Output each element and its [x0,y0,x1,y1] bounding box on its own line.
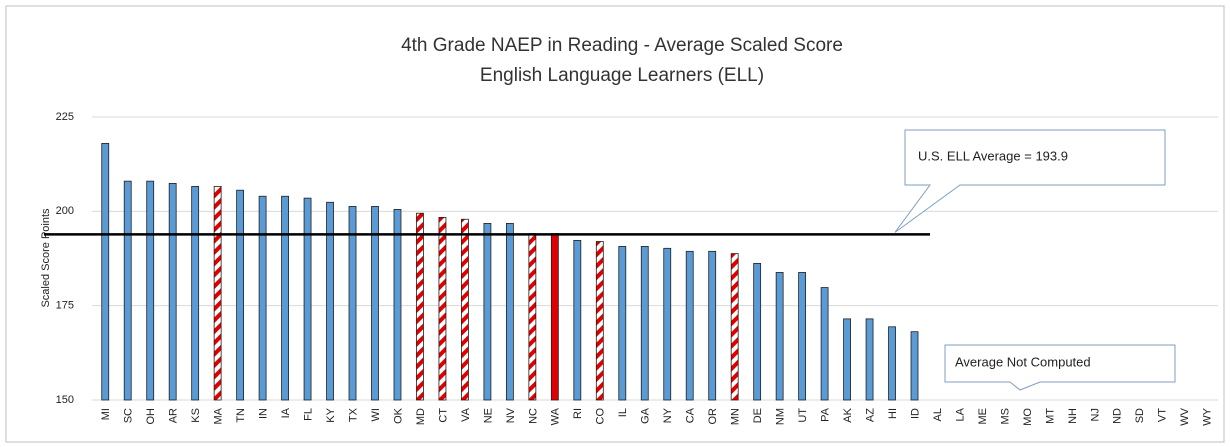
x-tick-label: AR [168,408,180,423]
annotation-box [944,344,1176,391]
bar [416,212,424,401]
x-tick-label: IL [617,408,629,417]
x-tick-label: MA [213,407,225,424]
bar [798,272,807,401]
callout-box [894,129,1166,233]
x-tick-label: NH [1067,408,1079,424]
bar [438,216,447,401]
bar [146,180,155,401]
x-tick-label: CT [437,408,449,423]
x-tick-label: CA [685,407,697,423]
x-tick-label: SC [123,408,135,423]
x-tick-label: CO [595,408,607,425]
x-tick-label: MO [1022,408,1034,426]
x-tick-label: DE [752,408,764,423]
x-tick-label: AZ [864,408,876,422]
x-tick-label: VA [460,407,472,422]
bar [865,318,874,401]
y-tick-label: 200 [56,205,74,217]
bar [820,287,829,401]
x-tick-label: MI [100,408,112,420]
bar [505,223,514,401]
x-tick-label: WI [370,408,382,421]
x-tick-label: OK [392,407,404,424]
reference-label: U.S. ELL Average = 193.9 [918,148,1068,163]
bar [730,253,739,401]
bar [550,233,559,401]
bar [303,197,312,401]
bar [348,206,357,401]
x-tick-label: MT [1044,408,1056,424]
x-tick-label: KS [190,408,202,423]
x-tick-label: TX [347,407,359,422]
x-tick-label: NC [527,408,539,424]
bar [168,183,177,401]
x-tick-label: NV [505,407,517,423]
annotation-text: Average Not Computed [955,354,1091,369]
x-tick-label: ND [1112,408,1124,424]
x-tick-label: WA [550,407,562,425]
y-tick-label: 150 [56,394,74,406]
bar [640,246,649,401]
bar [753,263,762,401]
x-tick-label: HI [887,408,899,419]
x-tick-label: VT [1157,408,1169,422]
bar [258,195,267,401]
x-tick-label: AL [932,408,944,421]
x-tick-label: MD [415,408,427,425]
x-tick-label: KY [325,407,337,422]
x-tick-label: NE [482,408,494,423]
x-tick-label: TN [235,408,247,423]
bar [708,250,717,401]
bar [528,233,537,401]
x-tick-label: OR [707,408,719,425]
bar [191,186,200,401]
x-tick-label: NY [662,407,674,423]
x-tick-label: ME [977,408,989,425]
bar [371,206,379,401]
bar [326,201,334,401]
x-tick-label: NJ [1089,408,1101,421]
bar [483,223,492,401]
bar [101,143,110,401]
x-tick-label: IA [280,407,292,418]
bar [888,326,896,401]
bar [123,180,132,401]
chart-subtitle: English Language Learners (ELL) [480,65,764,86]
bar [595,241,604,401]
x-tick-label: WY [1202,407,1214,425]
x-tick-label: UT [797,408,809,423]
x-tick-label: MN [730,408,742,425]
bar [618,246,627,401]
bar [685,250,694,401]
x-tick-label: GA [640,407,652,424]
x-tick-label: AK [842,407,854,422]
y-axis-label: Scaled Score Points [40,208,52,308]
y-tick-label: 175 [56,300,74,312]
bar [461,218,469,401]
x-tick-label: PA [820,407,832,422]
bar [573,239,582,401]
bar [775,272,784,401]
bar [281,195,289,401]
chart-title: 4th Grade NAEP in Reading - Average Scal… [401,35,843,56]
x-tick-label: NM [775,408,787,425]
bar [910,331,919,401]
bar [393,209,402,401]
x-tick-label: FL [302,408,314,421]
x-tick-label: RI [572,408,584,419]
bar [213,186,222,401]
y-tick-label: 225 [56,111,74,123]
x-tick-label: OH [145,408,157,425]
x-tick-label: IN [258,408,270,419]
x-tick-label: ID [909,408,921,419]
x-tick-label: WV [1179,407,1191,425]
bar [663,247,672,401]
x-tick-label: SD [1134,408,1146,423]
x-tick-label: MS [999,408,1011,425]
x-tick-label: LA [954,407,966,421]
bar [236,189,245,401]
bar [843,318,851,401]
